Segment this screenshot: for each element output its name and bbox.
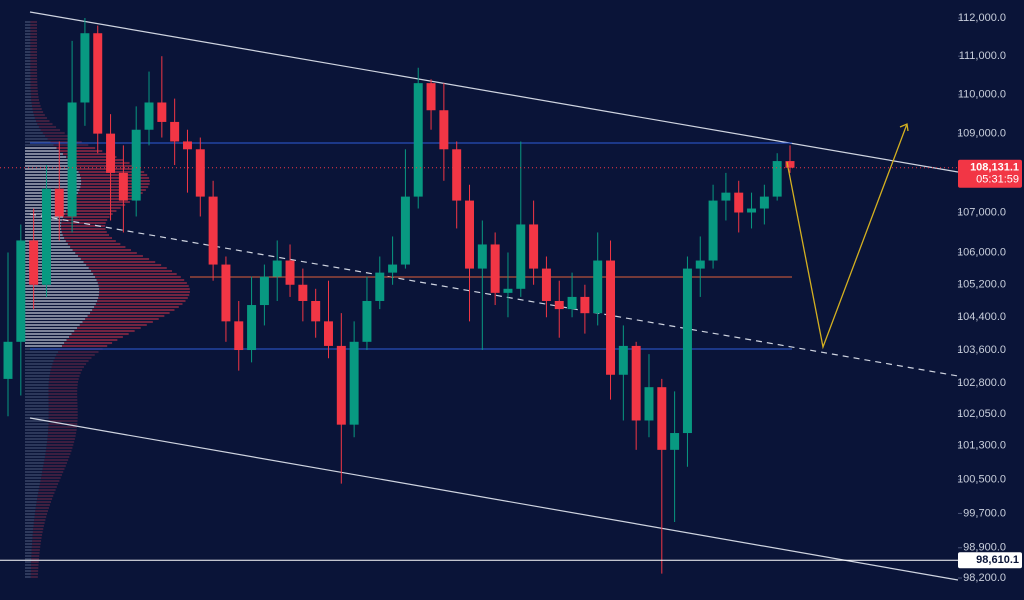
y-tick-label: 109,000.0 — [957, 128, 1006, 140]
candle-body — [336, 345, 346, 425]
channel-mid — [29, 213, 959, 377]
candle-body — [682, 268, 692, 434]
candle-body — [157, 102, 167, 122]
y-tick-label: 111,000.0 — [959, 50, 1006, 62]
candle-body — [80, 33, 90, 103]
candle-body — [362, 300, 372, 342]
candle-body — [490, 244, 500, 293]
candle-body — [131, 129, 141, 201]
y-tick-label: 106,000.0 — [957, 246, 1006, 258]
candle-body — [208, 196, 218, 265]
candle-body — [118, 172, 128, 201]
candle-body — [734, 192, 744, 213]
candle-body — [503, 288, 513, 293]
candle-body — [541, 268, 551, 301]
y-tick-label: 102,050.0 — [957, 408, 1006, 420]
y-tick-label: 103,600.0 — [957, 344, 1006, 356]
candle-body — [311, 300, 321, 322]
price-countdown: 05:31:59 — [976, 174, 1019, 186]
candle-body — [375, 272, 385, 301]
candle-body — [41, 188, 51, 285]
candle-body — [16, 240, 26, 342]
candle-body — [106, 133, 116, 173]
channel-bottom — [29, 417, 959, 581]
candle-body — [234, 321, 244, 351]
candle-body — [580, 296, 590, 314]
candle-body — [721, 192, 731, 201]
candle-body — [388, 264, 398, 273]
candle-body — [247, 305, 257, 351]
y-tick-label: 98,200.0 — [963, 572, 1006, 584]
candle-body — [657, 387, 667, 450]
candle-body — [618, 345, 628, 375]
candle-body — [452, 149, 462, 201]
candle-body — [426, 83, 436, 111]
arrow-head — [899, 123, 909, 132]
candle-body — [182, 141, 192, 150]
candle-body — [400, 196, 410, 265]
candle-body — [93, 33, 103, 134]
price-label: 98,610.1 — [976, 554, 1019, 566]
y-tick-label: 101,300.0 — [957, 440, 1006, 452]
candle-body — [272, 260, 282, 277]
projection-arrow — [786, 123, 908, 350]
price-label-box — [958, 552, 1022, 569]
y-tick-label: 105,200.0 — [957, 279, 1006, 291]
candle-body — [221, 264, 231, 322]
candle-body — [670, 433, 680, 450]
candle-body — [67, 102, 77, 217]
candle-body — [285, 260, 295, 285]
candle-body — [567, 296, 577, 310]
candle-body — [298, 284, 308, 301]
candle-body — [747, 208, 757, 213]
y-tick-label: 104,400.0 — [957, 311, 1006, 323]
y-tick-label: 98,900.0 — [963, 542, 1006, 554]
candle-body — [465, 200, 474, 269]
candle-body — [259, 276, 269, 306]
candle-body — [516, 224, 526, 289]
candle-body — [593, 260, 603, 314]
candle-body — [529, 224, 539, 269]
candle-body — [324, 321, 333, 346]
candle-body — [708, 200, 718, 261]
price-axis: 112,000.0 111,000.0 110,000.0 109,000.0 107,… — [0, 12, 1022, 584]
price-label: 108,131.1 — [970, 162, 1019, 174]
y-tick-label: 100,500.0 — [957, 473, 1006, 485]
candle-body — [759, 196, 769, 209]
candle-body — [144, 102, 154, 130]
y-tick-label: 102,800.0 — [957, 377, 1006, 389]
candle-body — [170, 121, 180, 142]
price-label-box — [958, 159, 1022, 188]
candle-body — [477, 244, 487, 269]
channel-top — [29, 11, 959, 173]
y-tick-label: 112,000.0 — [958, 12, 1006, 24]
candle-body — [785, 161, 795, 168]
y-tick-label: 110,000.0 — [958, 89, 1006, 101]
candle-body — [349, 341, 359, 425]
candle-body — [195, 149, 205, 197]
candle-body — [772, 161, 782, 197]
y-tick-label: 107,000.0 — [957, 206, 1006, 218]
candle-body — [606, 260, 616, 375]
y-tick-label: 99,700.0 — [963, 507, 1006, 519]
candle-body — [3, 341, 13, 379]
candles — [3, 18, 795, 574]
candle-body — [695, 260, 705, 269]
candle-body — [413, 83, 423, 197]
candle-body — [29, 240, 39, 285]
candle-body — [554, 300, 564, 310]
candle-body — [631, 345, 641, 421]
candle-body — [439, 110, 449, 150]
candle-body — [54, 188, 64, 217]
candle-body — [644, 387, 654, 421]
